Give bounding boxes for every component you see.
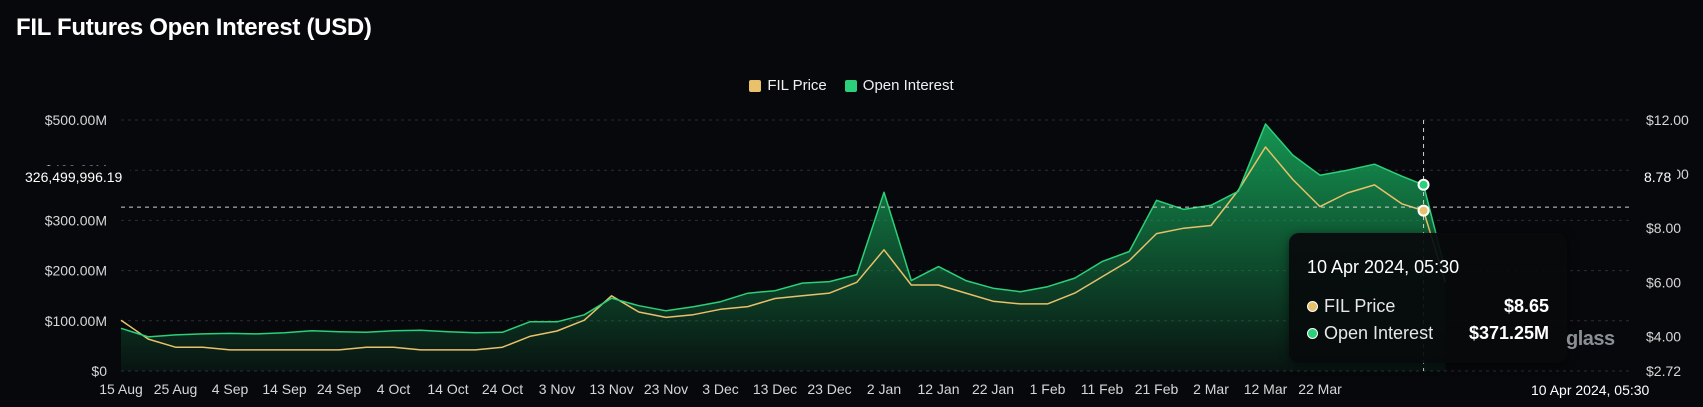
y-left-tick-label: $100.00M [45, 313, 107, 329]
fil-price-marker [1417, 204, 1430, 217]
x-tick-label: 2 Jan [867, 381, 901, 397]
x-tick-label: 15 Aug [99, 381, 143, 397]
open-interest-marker [1417, 178, 1430, 191]
legend: FIL Price Open Interest [0, 77, 1703, 94]
x-tick-label: 4 Oct [377, 381, 411, 397]
y-right-tick-label: $6.00 [1646, 274, 1681, 290]
x-tick-label: 13 Dec [753, 381, 797, 397]
open-interest-area [121, 124, 1446, 371]
x-tick-label: 25 Aug [154, 381, 198, 397]
x-tick-label: 24 Sep [317, 381, 362, 397]
x-tick-label: 22 Jan [972, 381, 1014, 397]
open-interest-swatch-icon [844, 79, 857, 92]
crosshair-x-axis-label: 10 Apr 2024, 05:30 [1525, 379, 1656, 401]
y-right-tick-label: $12.00 [1646, 112, 1689, 128]
y-left-tick-label: $300.00M [45, 212, 107, 228]
x-tick-label: 3 Dec [702, 381, 739, 397]
x-tick-label: 12 Jan [917, 381, 959, 397]
x-tick-label: 3 Nov [539, 381, 576, 397]
tooltip-oi-value: $371.25M [1468, 323, 1549, 343]
tooltip-price-value: $8.65 [1503, 296, 1549, 316]
open-interest-dot-icon [1307, 328, 1318, 339]
tooltip-price-row: FIL Price $8.65 [1307, 296, 1549, 317]
price-dot-icon [1307, 301, 1318, 312]
tooltip-oi-label: Open Interest [1324, 323, 1434, 343]
x-tick-label: 22 Mar [1298, 381, 1342, 397]
legend-item-price[interactable]: FIL Price [749, 77, 827, 94]
glass-logo: glass [1566, 328, 1615, 350]
x-tick-label: 11 Feb [1081, 381, 1124, 397]
y-right-tick-label: $8.00 [1646, 220, 1681, 236]
x-tick-label: 24 Oct [482, 381, 523, 397]
x-tick-label: 2 Mar [1193, 381, 1229, 397]
y-right-tick-label: $4.00 [1646, 328, 1681, 344]
y-left-tick-label: $200.00M [45, 263, 107, 279]
tooltip-oi-row: Open Interest $371.25M [1307, 323, 1549, 344]
price-swatch-icon [749, 79, 762, 92]
x-tick-label: 23 Nov [644, 381, 688, 397]
tooltip-price-label: FIL Price [1324, 296, 1396, 316]
x-tick-label: 14 Oct [427, 381, 468, 397]
x-tick-label: 13 Nov [589, 381, 633, 397]
legend-item-open-interest[interactable]: Open Interest [844, 77, 954, 94]
x-tick-label: 23 Dec [807, 381, 851, 397]
crosshair-right-axis-label: 8.78 [1638, 166, 1678, 188]
x-tick-label: 1 Feb [1030, 381, 1066, 397]
open-interest-line [120, 123, 1447, 338]
tooltip-title: 10 Apr 2024, 05:30 [1307, 257, 1460, 277]
chart-tooltip: 10 Apr 2024, 05:30 FIL Price $8.65 Open … [1289, 233, 1567, 363]
legend-price-label: FIL Price [767, 77, 827, 94]
y-right-tick-label: $2.72 [1646, 363, 1681, 379]
crosshair-left-axis-label: 326,499,996.19 [17, 166, 131, 188]
y-left-tick-label: $0 [91, 363, 107, 379]
x-tick-label: 12 Mar [1244, 381, 1288, 397]
chart-title: FIL Futures Open Interest (USD) [16, 14, 372, 41]
x-tick-label: 4 Sep [212, 381, 249, 397]
y-left-tick-label: $500.00M [45, 112, 107, 128]
x-tick-label: 14 Sep [262, 381, 307, 397]
x-tick-label: 21 Feb [1135, 381, 1179, 397]
legend-open-interest-label: Open Interest [862, 77, 954, 94]
fil-price-line [120, 146, 1447, 351]
